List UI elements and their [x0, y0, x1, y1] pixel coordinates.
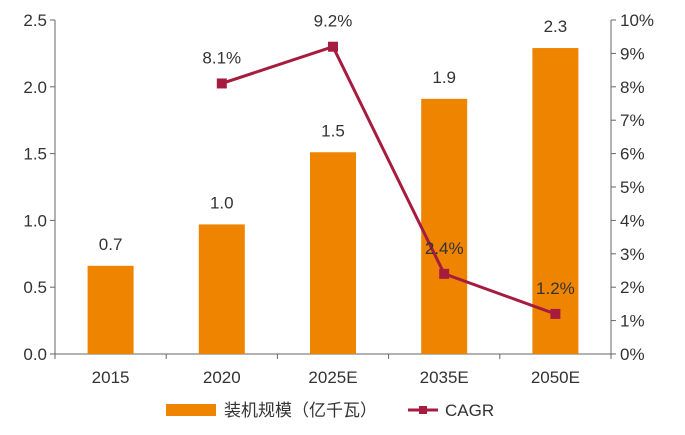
bar-data-label: 2.3 [544, 17, 568, 36]
bar-data-label: 1.0 [210, 193, 234, 212]
left-tick-label: 2.5 [23, 11, 47, 30]
cagr-data-label: 2.4% [425, 239, 464, 258]
cagr-point [328, 41, 338, 52]
right-tick-label: 1% [620, 312, 645, 331]
right-tick-label: 4% [620, 211, 645, 230]
legend-bar-label: 装机规模（亿千瓦） [224, 401, 377, 420]
legend-line-label: CAGR [445, 401, 494, 420]
right-tick-label: 6% [620, 145, 645, 164]
bar [421, 98, 468, 354]
left-tick-label: 2.0 [23, 78, 47, 97]
bar [198, 224, 245, 354]
left-tick-label: 0.0 [23, 345, 47, 364]
legend: 装机规模（亿千瓦） CAGR [166, 401, 494, 420]
right-tick-label: 9% [620, 44, 645, 63]
bar [310, 152, 356, 354]
cagr-point [439, 268, 450, 279]
right-tick-label: 8% [620, 78, 645, 97]
category-label: 2050E [531, 368, 580, 387]
line-series [216, 41, 561, 319]
cagr-point [216, 78, 227, 89]
right-axis-ticks: 0% 1% 2% 3% 4% 5% 6% 7% 8% 9% 10% [611, 11, 654, 364]
bar-series [87, 48, 579, 354]
right-tick-label: 7% [620, 111, 645, 130]
left-tick-label: 0.5 [23, 278, 47, 297]
left-tick-label: 1.5 [23, 145, 47, 164]
bar [87, 265, 134, 354]
category-label: 2020 [203, 368, 241, 387]
right-tick-label: 3% [620, 245, 645, 264]
right-tick-label: 0% [620, 345, 645, 364]
cagr-data-label: 1.2% [536, 279, 575, 298]
category-label: 2025E [308, 368, 357, 387]
bar-data-label: 1.9 [432, 68, 456, 87]
right-tick-label: 5% [620, 178, 645, 197]
legend-line-marker [419, 406, 427, 414]
cagr-point [550, 308, 561, 319]
bar-data-label: 0.7 [99, 235, 123, 254]
bar [532, 48, 579, 354]
cagr-data-label: 8.1% [202, 48, 241, 67]
right-tick-label: 2% [620, 278, 645, 297]
category-label: 2035E [420, 368, 469, 387]
cagr-line [221, 44, 556, 316]
category-label: 2015 [92, 368, 130, 387]
category-axis-ticks: 2015 2020 2025E 2035E 2050E [54, 354, 612, 387]
legend-bar-swatch [166, 404, 216, 416]
bar-data-label: 1.5 [321, 121, 345, 140]
cagr-data-label: 9.2% [314, 12, 353, 31]
right-tick-label: 10% [620, 11, 654, 30]
left-tick-label: 1.0 [23, 211, 47, 230]
left-axis-ticks: 0.0 0.5 1.0 1.5 2.0 2.5 [23, 11, 55, 364]
bar-data-labels: 0.7 1.0 1.5 1.9 2.3 [99, 17, 567, 254]
line-data-labels: 8.1% 9.2% 2.4% 1.2% [202, 12, 574, 298]
